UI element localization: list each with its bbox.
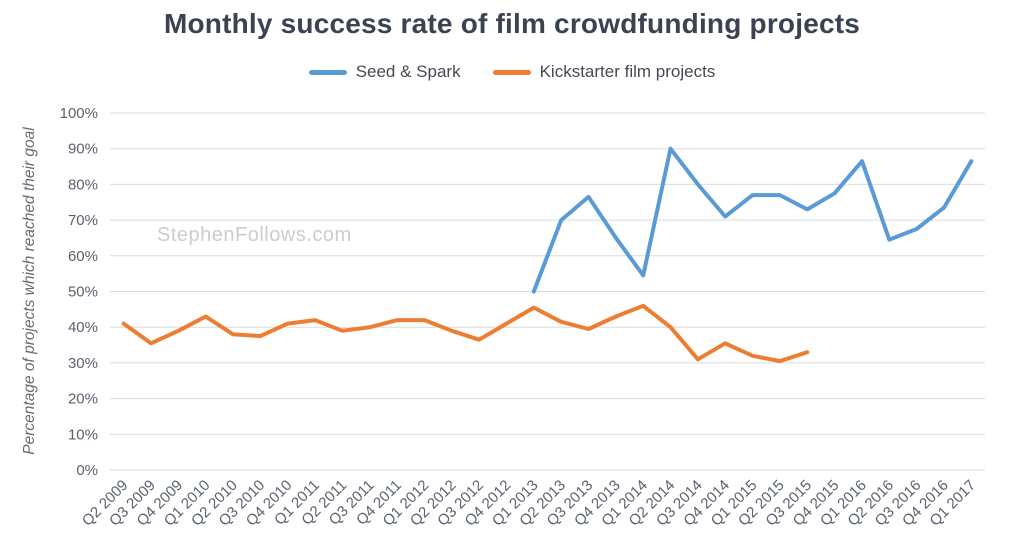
series-line-seed-spark — [531, 146, 974, 294]
svg-text:10%: 10% — [68, 426, 98, 443]
legend-item-kickstarter: Kickstarter film projects — [492, 62, 716, 82]
kickstarter-line-icon — [492, 69, 531, 75]
chart-title: Monthly success rate of film crowdfundin… — [163, 8, 861, 39]
legend-label-seed-spark: Seed & Spark — [355, 62, 461, 81]
series-line-kickstarter-film-projects — [121, 303, 810, 364]
svg-text:70%: 70% — [68, 212, 98, 229]
svg-text:30%: 30% — [68, 355, 98, 372]
gridlines — [110, 112, 985, 471]
svg-text:0%: 0% — [76, 462, 98, 479]
legend: Seed & Spark Kickstarter film projects — [0, 62, 1024, 82]
y-axis-tick-labels: 0% 10% 20% 30% 40% 50% 60% 70% 80% 90% 100% — [60, 105, 98, 479]
seed-spark-line-icon — [308, 69, 347, 75]
watermark: StephenFollows.com — [157, 224, 352, 246]
legend-item-seed-spark: Seed & Spark — [308, 62, 461, 82]
svg-text:50%: 50% — [68, 284, 98, 301]
legend-label-kickstarter: Kickstarter film projects — [539, 62, 716, 81]
svg-text:60%: 60% — [68, 248, 98, 265]
svg-text:80%: 80% — [68, 176, 98, 193]
svg-text:20%: 20% — [68, 391, 98, 408]
svg-text:90%: 90% — [68, 141, 98, 158]
svg-text:100%: 100% — [60, 105, 98, 122]
svg-text:40%: 40% — [68, 319, 98, 336]
series-lines — [121, 146, 974, 364]
